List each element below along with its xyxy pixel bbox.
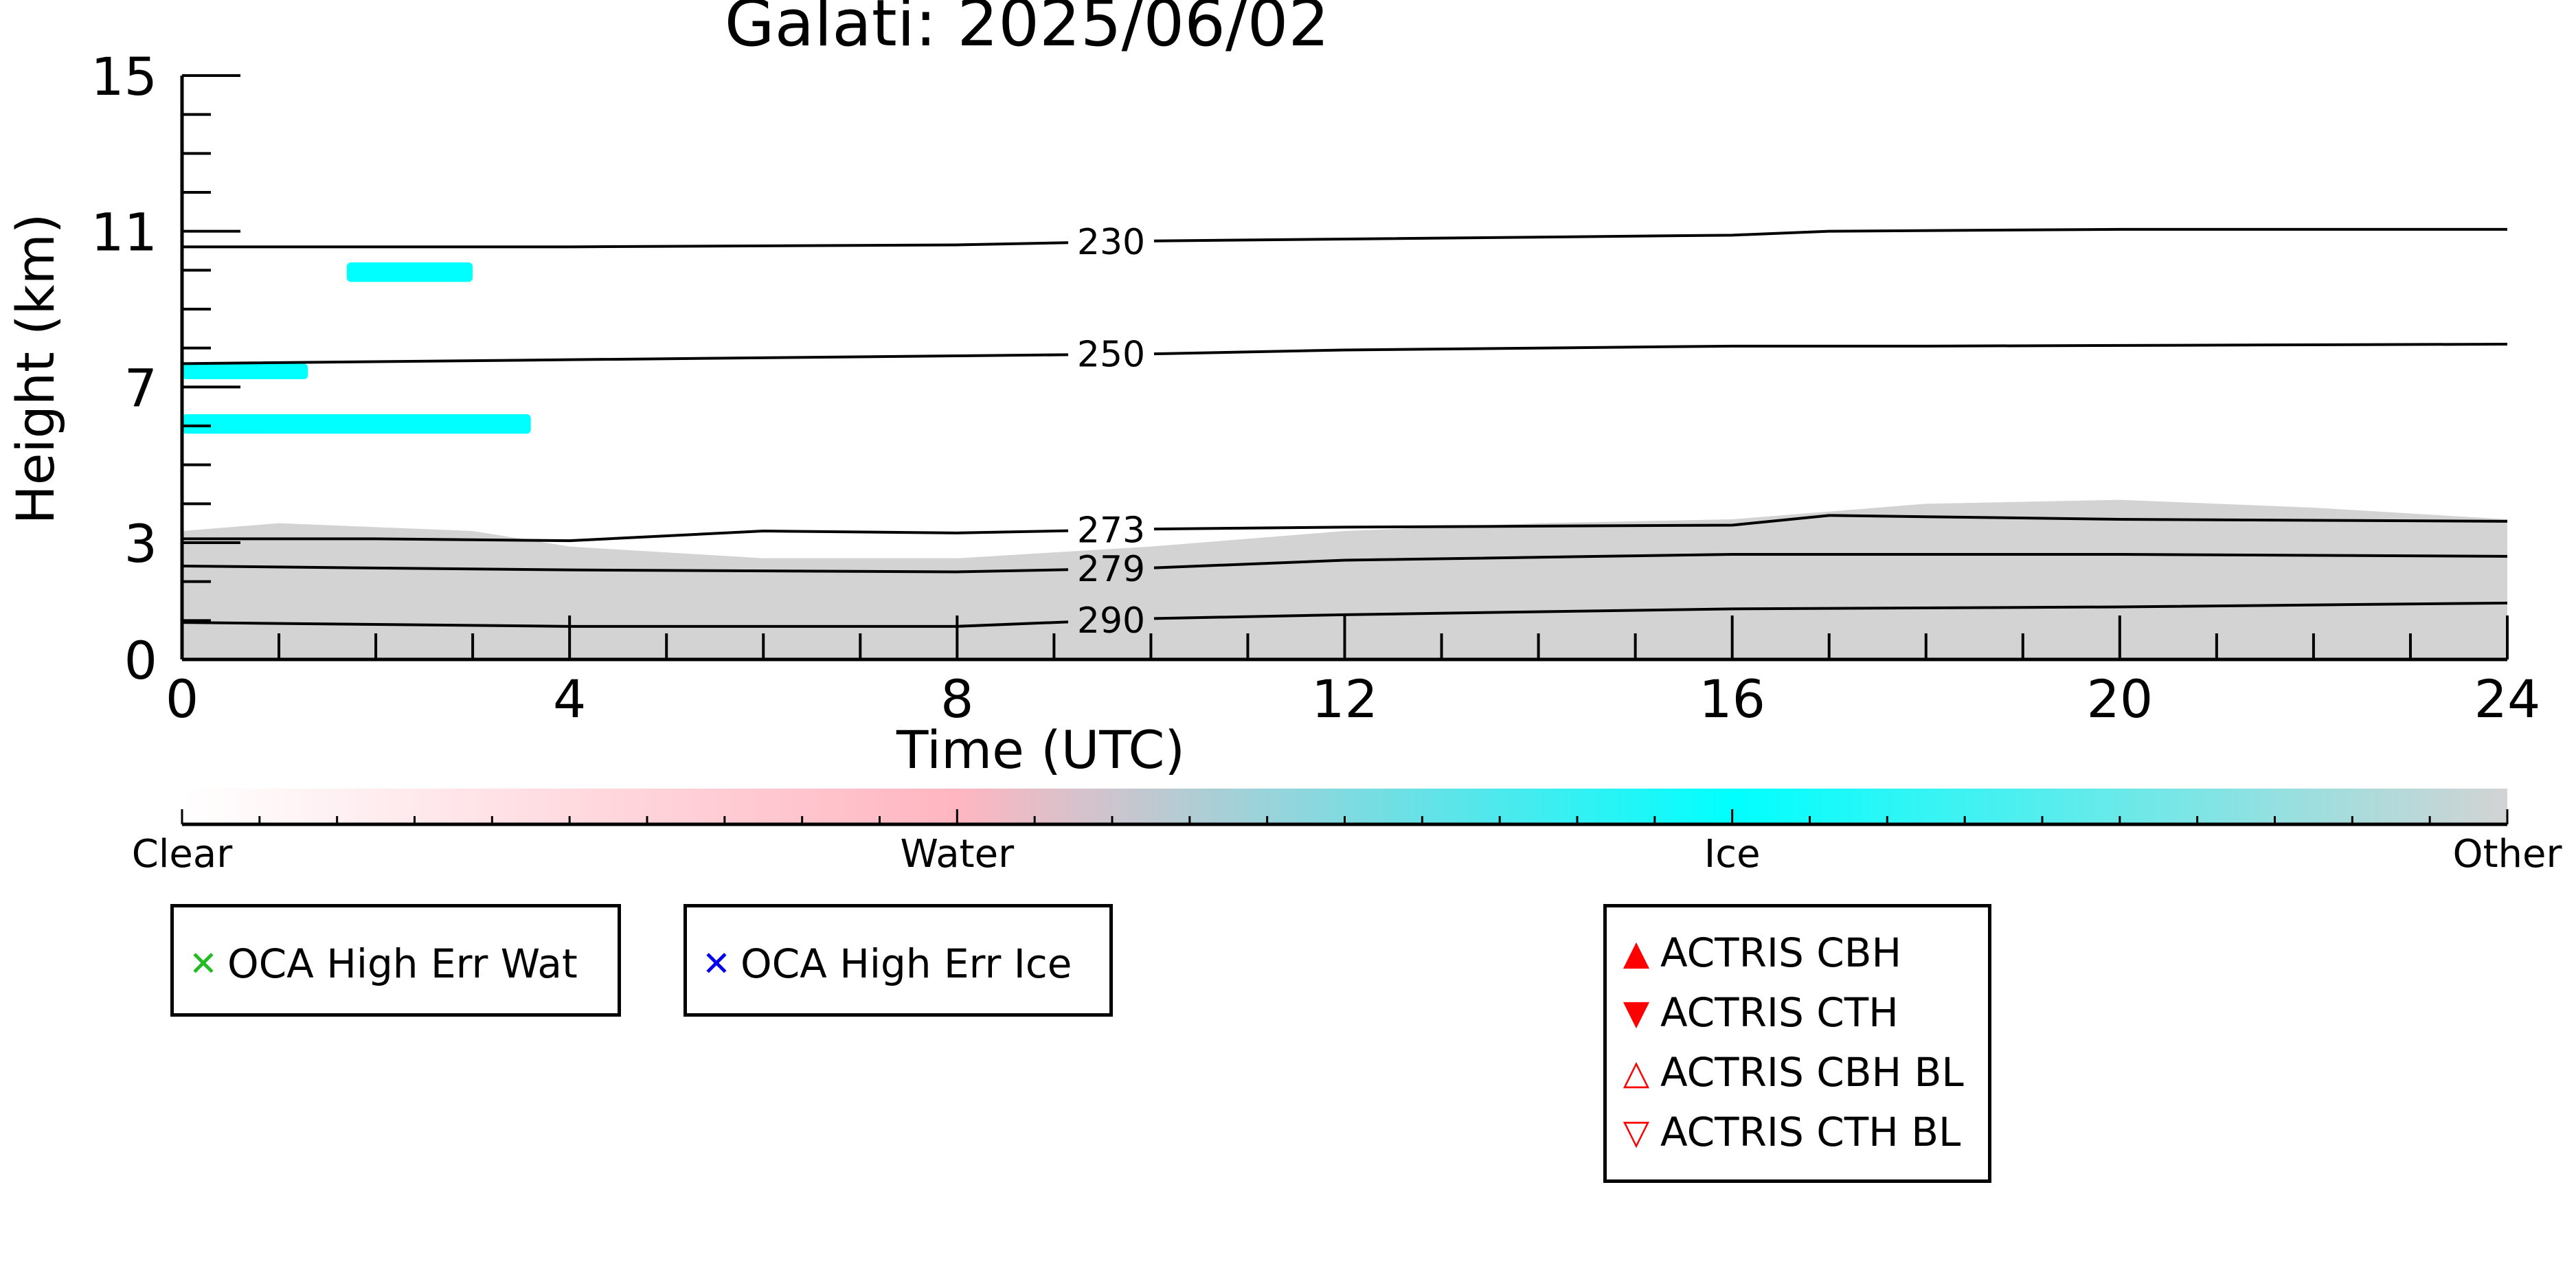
contour-line (181, 565, 1069, 574)
chart-title: Galati: 2025/06/02 (725, 0, 1329, 61)
filled-triangle-down-icon: ▼ (1623, 993, 1650, 1032)
colorbar-label: Ice (1704, 832, 1761, 877)
contour-label: 279 (1077, 549, 1145, 590)
open-triangle-down-icon: ▽ (1623, 1112, 1650, 1152)
x-tick-label: 4 (553, 668, 586, 730)
oca-water-legend: ✕ OCA High Err Wat (170, 904, 621, 1017)
contour-line (1153, 514, 2508, 531)
y-tick-label: 7 (124, 357, 157, 418)
classification-regions (182, 262, 2507, 659)
legend-label: OCA High Err Ice (741, 940, 1072, 987)
legend-label: ACTRIS CBH BL (1660, 1049, 1964, 1096)
x-mark-icon: ✕ (702, 944, 731, 984)
y-tick-label: 3 (124, 513, 157, 574)
contour-line (181, 353, 1069, 365)
x-tick-label: 12 (1311, 668, 1378, 730)
contour-line (182, 529, 1069, 543)
region-ice (182, 414, 531, 434)
contour-label: 273 (1077, 510, 1145, 551)
legend-label: ACTRIS CBH (1660, 929, 1902, 976)
filled-triangle-up-icon: ▲ (1623, 933, 1650, 973)
legend-label: ACTRIS CTH BL (1660, 1109, 1961, 1155)
open-triangle-up-icon: △ (1623, 1052, 1650, 1092)
colorbar-axis: Clear Water Ice Other (132, 809, 2562, 877)
legend-label: OCA High Err Wat (227, 940, 578, 987)
x-tick-label: 24 (2474, 668, 2541, 730)
region-other (182, 499, 2507, 659)
contour-label: 250 (1077, 335, 1145, 376)
x-tick-label: 0 (166, 668, 199, 730)
legend-item: ▼ ACTRIS CTH (1620, 989, 1899, 1036)
legend-item: ▽ ACTRIS CTH BL (1620, 1109, 1961, 1155)
colorbar-label: Other (2452, 832, 2562, 877)
contour-line (1153, 227, 2507, 242)
colorbar-label: Water (901, 832, 1015, 877)
contour-label: 230 (1077, 222, 1145, 263)
contour-label: 290 (1077, 600, 1145, 642)
x-tick-label: 8 (940, 668, 973, 730)
y-tick-label: 15 (91, 46, 157, 107)
x-tick-label: 20 (2086, 668, 2153, 730)
actris-legend: ▲ ACTRIS CBH ▼ ACTRIS CTH △ ACTRIS CBH B… (1603, 904, 1991, 1183)
region-ice (182, 363, 308, 379)
legend-label: ACTRIS CTH (1660, 989, 1899, 1036)
y-tick-label: 0 (124, 630, 157, 691)
contour-line (1153, 343, 2508, 356)
y-tick-label: 11 (91, 202, 157, 263)
contour-line (182, 241, 1069, 249)
axes: 0 3 7 11 15 0 4 8 12 16 20 24 (91, 46, 2540, 730)
legend-item: ▲ ACTRIS CBH (1620, 929, 1901, 976)
legend-item: △ ACTRIS CBH BL (1620, 1049, 1964, 1096)
colorbar-label: Clear (132, 832, 233, 877)
x-tick-label: 16 (1699, 668, 1765, 730)
oca-ice-legend: ✕ OCA High Err Ice (683, 904, 1113, 1017)
x-axis-label: Time (UTC) (896, 719, 1185, 780)
contour-line (1153, 601, 2508, 620)
region-ice (346, 262, 473, 282)
contour-line (1153, 553, 2508, 569)
legend-item: ✕ OCA High Err Wat (188, 940, 578, 987)
y-axis-label: Height (km) (5, 214, 66, 525)
x-mark-icon: ✕ (189, 944, 218, 984)
contour-line (181, 620, 1069, 628)
legend-item: ✕ OCA High Err Ice (701, 940, 1072, 987)
